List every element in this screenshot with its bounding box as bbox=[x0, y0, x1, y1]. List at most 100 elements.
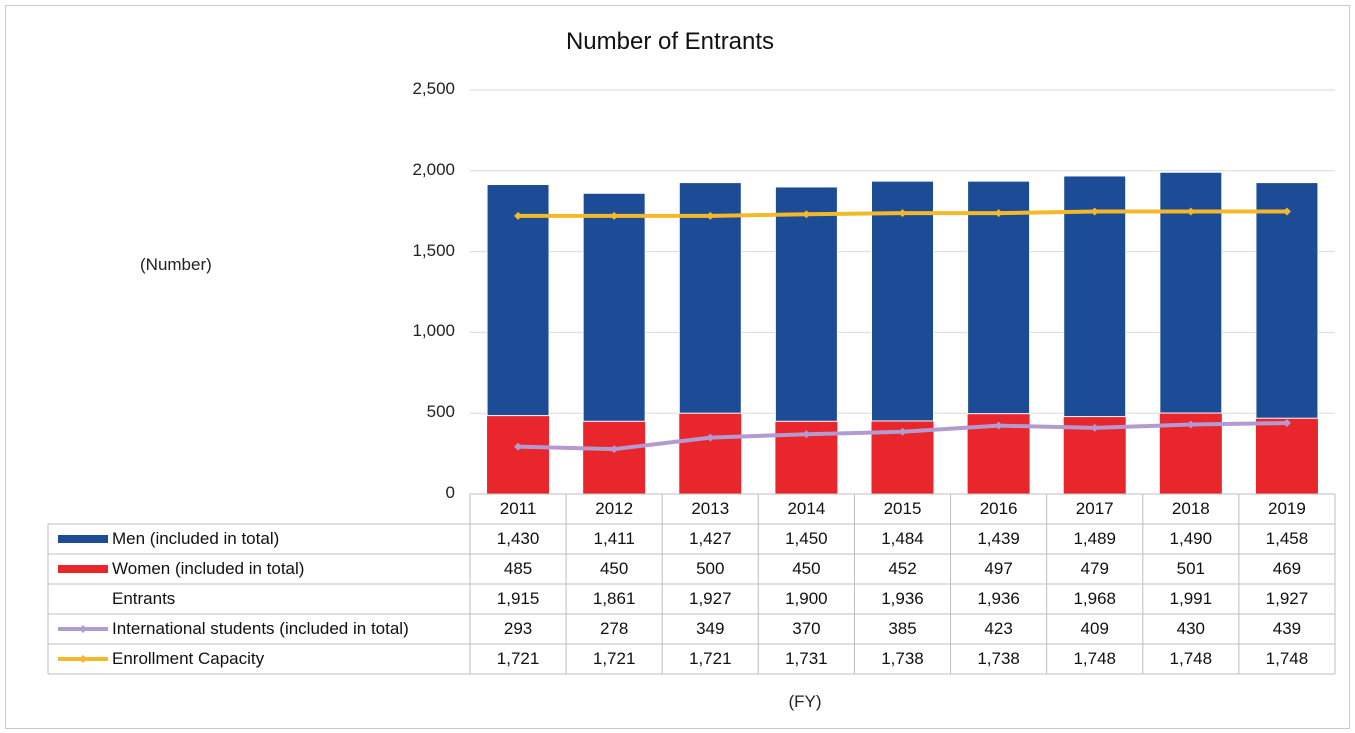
point-marker bbox=[802, 210, 811, 219]
y-tick-label: 1,500 bbox=[412, 240, 455, 260]
point-marker bbox=[898, 427, 907, 436]
table-cell: 452 bbox=[888, 559, 917, 578]
table-cell: 1,450 bbox=[785, 529, 828, 548]
table-cell: 485 bbox=[503, 559, 533, 578]
point-marker bbox=[1186, 207, 1195, 216]
table-cell: 497 bbox=[984, 559, 1013, 578]
bar-men bbox=[774, 186, 838, 422]
table-cell: 1,439 bbox=[977, 529, 1020, 548]
bar-women bbox=[583, 421, 646, 494]
table-cell: 430 bbox=[1176, 619, 1206, 638]
table-cell: 1,430 bbox=[496, 529, 540, 548]
point-marker bbox=[994, 209, 1003, 218]
bar-women bbox=[679, 413, 742, 494]
table-row-label: Women (included in total) bbox=[112, 559, 305, 578]
point-marker bbox=[898, 209, 907, 218]
table-cell: 293 bbox=[503, 619, 533, 638]
point-marker bbox=[514, 211, 523, 220]
point-marker bbox=[610, 211, 619, 220]
table-row-label: Entrants bbox=[112, 589, 176, 608]
table-cell: 278 bbox=[599, 619, 629, 638]
bar-men bbox=[486, 184, 550, 417]
point-marker bbox=[1090, 423, 1099, 432]
y-axis-label: (Number) bbox=[140, 255, 212, 274]
x-tick-label: 2017 bbox=[1075, 499, 1114, 518]
x-tick-label: 2012 bbox=[595, 499, 634, 518]
table-cell: 1,927 bbox=[688, 589, 732, 608]
table-cell: 439 bbox=[1272, 619, 1302, 638]
bar-men bbox=[678, 182, 742, 414]
table-cell: 1,915 bbox=[496, 589, 540, 608]
legend-key bbox=[58, 535, 108, 543]
legend-key bbox=[58, 565, 108, 573]
table-cell: 1,427 bbox=[688, 529, 732, 548]
table-cell: 1,738 bbox=[881, 649, 924, 668]
table-cell: 1,411 bbox=[593, 529, 635, 548]
x-tick-label: 2019 bbox=[1268, 499, 1306, 518]
table-cell: 1,484 bbox=[881, 529, 924, 548]
table-cell: 1,721 bbox=[496, 649, 540, 668]
table-cell: 1,731 bbox=[785, 649, 828, 668]
table-cell: 501 bbox=[1176, 559, 1206, 578]
table-cell: 1,861 bbox=[592, 589, 636, 608]
table-cell: 1,900 bbox=[785, 589, 828, 608]
table-cell: 1,748 bbox=[1265, 649, 1309, 668]
bar-men bbox=[1255, 182, 1319, 419]
x-tick-label: 2018 bbox=[1171, 499, 1210, 518]
table-cell: 1,968 bbox=[1073, 589, 1116, 608]
table-cell: 450 bbox=[792, 559, 821, 578]
chart-frame bbox=[5, 5, 1350, 729]
point-marker bbox=[706, 211, 715, 220]
point-marker bbox=[610, 445, 619, 454]
x-tick-label: 2014 bbox=[787, 499, 826, 518]
table-cell: 1,721 bbox=[592, 649, 636, 668]
point-marker bbox=[514, 442, 523, 451]
table-row-label: Men (included in total) bbox=[112, 529, 280, 548]
table-cell: 469 bbox=[1272, 559, 1302, 578]
y-tick-label: 2,500 bbox=[412, 79, 455, 98]
table-cell: 1,721 bbox=[688, 649, 732, 668]
y-tick-label: 500 bbox=[426, 402, 455, 422]
y-tick-label: 2,000 bbox=[412, 159, 455, 179]
point-marker bbox=[994, 421, 1003, 430]
table-cell: 1,936 bbox=[977, 589, 1020, 608]
table-cell: 1,991 bbox=[1169, 589, 1213, 608]
table-cell: 1,738 bbox=[977, 649, 1020, 668]
chart-title: Number of Entrants bbox=[565, 28, 775, 55]
table-cell: 1,489 bbox=[1073, 529, 1116, 548]
table-row-label: International students (included in tota… bbox=[112, 619, 409, 638]
y-tick-label: 0 bbox=[445, 483, 455, 502]
bar-men bbox=[871, 180, 934, 422]
y-tick-label: 1,000 bbox=[412, 321, 455, 341]
bar-women bbox=[1255, 418, 1318, 494]
point-marker bbox=[1282, 419, 1291, 428]
table-cell: 479 bbox=[1080, 559, 1109, 578]
table-cell: 500 bbox=[696, 559, 725, 578]
legend-key-marker bbox=[79, 655, 87, 663]
table-cell: 370 bbox=[792, 619, 821, 638]
point-marker bbox=[1282, 207, 1291, 216]
x-axis-label: (FY) bbox=[788, 692, 822, 711]
table-row-label: Enrollment Capacity bbox=[112, 649, 265, 668]
table-cell: 1,927 bbox=[1265, 589, 1309, 608]
point-marker bbox=[802, 430, 811, 439]
table-cell: 450 bbox=[599, 559, 629, 578]
table-cell: 1,458 bbox=[1265, 529, 1309, 548]
x-tick-label: 2011 bbox=[499, 499, 537, 518]
point-marker bbox=[1090, 207, 1099, 216]
point-marker bbox=[706, 433, 715, 442]
table-cell: 349 bbox=[696, 619, 725, 638]
table-cell: 423 bbox=[984, 619, 1013, 638]
table-cell: 1,748 bbox=[1073, 649, 1116, 668]
point-marker bbox=[1186, 420, 1195, 429]
legend-key-marker bbox=[79, 625, 87, 633]
x-tick-label: 2016 bbox=[979, 499, 1018, 518]
bar-men bbox=[967, 180, 1031, 415]
bar-men bbox=[582, 192, 646, 422]
table-cell: 1,490 bbox=[1169, 529, 1213, 548]
bar-men bbox=[1063, 175, 1127, 418]
x-tick-label: 2013 bbox=[691, 499, 730, 518]
bar-women bbox=[487, 415, 550, 494]
x-tick-label: 2015 bbox=[883, 499, 922, 518]
